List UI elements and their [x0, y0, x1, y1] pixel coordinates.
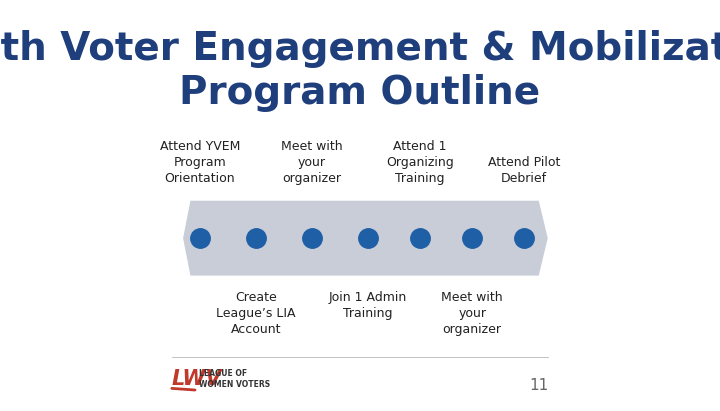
Text: Youth Voter Engagement & Mobilization
Program Outline: Youth Voter Engagement & Mobilization Pr…: [0, 30, 720, 112]
Polygon shape: [184, 201, 547, 275]
Text: 11: 11: [529, 378, 548, 393]
Text: Attend Pilot
Debrief: Attend Pilot Debrief: [488, 156, 560, 185]
Text: Meet with
your
organizer: Meet with your organizer: [281, 140, 343, 185]
Text: Join 1 Admin
Training: Join 1 Admin Training: [329, 291, 407, 320]
Text: Attend 1
Organizing
Training: Attend 1 Organizing Training: [386, 140, 454, 185]
Text: LWV: LWV: [172, 369, 222, 389]
Text: Meet with
your
organizer: Meet with your organizer: [441, 291, 503, 336]
Text: Attend YVEM
Program
Orientation: Attend YVEM Program Orientation: [160, 140, 240, 185]
Text: LEAGUE OF
WOMEN VOTERS: LEAGUE OF WOMEN VOTERS: [199, 369, 270, 389]
Text: Create
League’s LIA
Account: Create League’s LIA Account: [216, 291, 296, 336]
